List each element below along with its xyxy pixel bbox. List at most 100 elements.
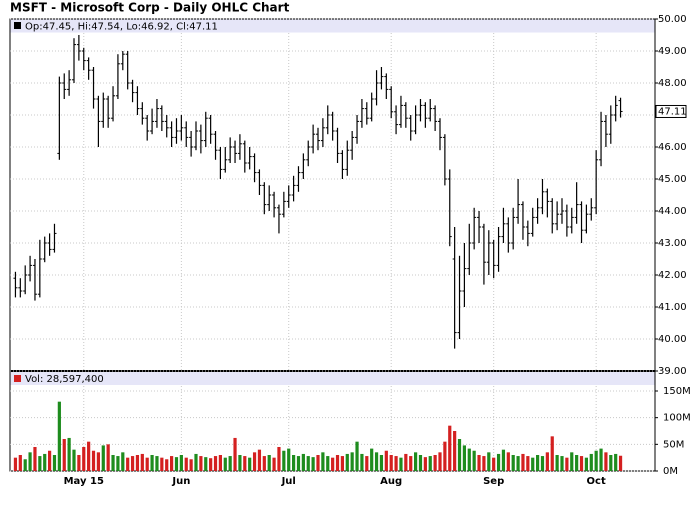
y2-tick-label: 100M xyxy=(663,413,691,424)
volume-bar xyxy=(443,441,447,471)
volume-bar xyxy=(345,453,349,471)
volume-bar xyxy=(67,437,71,471)
x-tick-label: Sep xyxy=(483,476,504,487)
volume-bar xyxy=(72,449,76,471)
volume-bar xyxy=(213,456,218,471)
volume-bar xyxy=(540,456,545,471)
volume-bar xyxy=(101,445,105,471)
volume-bar xyxy=(560,456,564,471)
volume-bar xyxy=(506,452,510,471)
volume-bar xyxy=(379,455,384,471)
volume-bar xyxy=(160,457,164,471)
price-legend-icon xyxy=(14,22,21,29)
volume-bar xyxy=(306,456,310,471)
volume-legend-icon xyxy=(14,375,21,382)
volume-bar xyxy=(28,452,32,471)
volume-bar xyxy=(414,452,418,471)
volume-bar xyxy=(62,439,66,471)
volume-bar xyxy=(614,453,618,471)
volume-bar xyxy=(570,452,574,471)
volume-bar xyxy=(287,448,291,471)
price-header-band xyxy=(10,19,655,33)
volume-bar xyxy=(140,453,144,471)
last-price-label: 47.11 xyxy=(658,106,687,117)
volume-bar xyxy=(609,455,613,471)
volume-bar xyxy=(18,455,22,471)
y-tick-label: 46.00 xyxy=(658,142,687,153)
volume-bar xyxy=(106,444,110,471)
y-tick-label: 39.00 xyxy=(658,366,687,377)
volume-bar xyxy=(409,456,413,471)
volume-bar xyxy=(604,452,608,471)
volume-bar xyxy=(77,455,81,471)
volume-bar xyxy=(579,456,584,471)
volume-bar xyxy=(321,452,325,471)
volume-bar xyxy=(82,447,86,471)
volume-header: Vol: 28,597,400 xyxy=(25,374,104,385)
volume-bar xyxy=(467,448,471,471)
volume-bar xyxy=(126,457,130,471)
volume-bar xyxy=(43,453,47,471)
y2-tick-label: 150M xyxy=(663,386,691,397)
volume-bar xyxy=(584,457,588,471)
volume-bar xyxy=(404,453,408,471)
volume-bar xyxy=(326,456,330,471)
volume-bar xyxy=(272,457,276,471)
volume-bar xyxy=(223,457,227,471)
volume-bar xyxy=(218,455,222,471)
y-tick-label: 50.00 xyxy=(658,14,687,25)
x-tick-label: Aug xyxy=(380,476,402,487)
volume-bar xyxy=(277,447,281,471)
volume-bar xyxy=(331,457,335,471)
y2-tick-label: 0M xyxy=(663,466,678,477)
y-tick-label: 43.00 xyxy=(658,238,687,249)
volume-bar xyxy=(477,455,481,471)
volume-bar xyxy=(526,456,530,471)
x-tick-label: May 15 xyxy=(64,476,104,487)
volume-bar xyxy=(487,452,491,471)
y2-tick-label: 50M xyxy=(663,439,684,450)
volume-bar xyxy=(145,457,149,471)
volume-bar xyxy=(374,452,379,471)
volume-bar xyxy=(135,455,140,471)
volume-bar xyxy=(457,439,462,471)
volume-header-band xyxy=(10,372,655,385)
volume-bar xyxy=(511,455,515,471)
volume-bar xyxy=(111,455,115,471)
x-tick-label: Jul xyxy=(281,476,296,487)
volume-bar xyxy=(536,455,540,471)
volume-bar xyxy=(257,449,262,471)
volume-bar xyxy=(399,457,403,471)
volume-bar xyxy=(355,441,359,471)
volume-bar xyxy=(384,450,388,471)
labels: 39.00 40.00 41.00 42.00 43.00 44.00 45.00 46.00… xyxy=(64,14,691,487)
y-tick-label: 48.00 xyxy=(658,78,687,89)
volume-bar xyxy=(453,431,457,471)
volume-bar xyxy=(618,455,623,471)
volume-bar xyxy=(87,441,91,471)
volume-bar xyxy=(311,457,315,471)
volume-bar xyxy=(96,452,100,471)
marks xyxy=(13,35,623,471)
volume-bar xyxy=(262,456,266,471)
volume-bar xyxy=(496,453,501,471)
volume-bar xyxy=(48,450,52,471)
volume-bar xyxy=(370,448,374,471)
y-tick-label: 45.00 xyxy=(658,174,687,185)
volume-bar xyxy=(335,455,340,471)
volume-bar xyxy=(150,455,154,471)
volume-bar xyxy=(179,455,183,471)
volume-bar xyxy=(165,459,169,471)
volume-bar xyxy=(174,457,179,471)
volume-bar xyxy=(292,455,296,471)
volume-bar xyxy=(516,456,520,471)
x-tick-label: Jun xyxy=(171,476,190,487)
volume-bar xyxy=(189,459,193,471)
volume-bar xyxy=(472,450,476,471)
y-tick-label: 42.00 xyxy=(658,270,687,281)
volume-bar xyxy=(545,452,549,471)
volume-bar xyxy=(340,456,344,471)
volume-bar xyxy=(428,456,432,471)
volume-bar xyxy=(116,456,120,471)
